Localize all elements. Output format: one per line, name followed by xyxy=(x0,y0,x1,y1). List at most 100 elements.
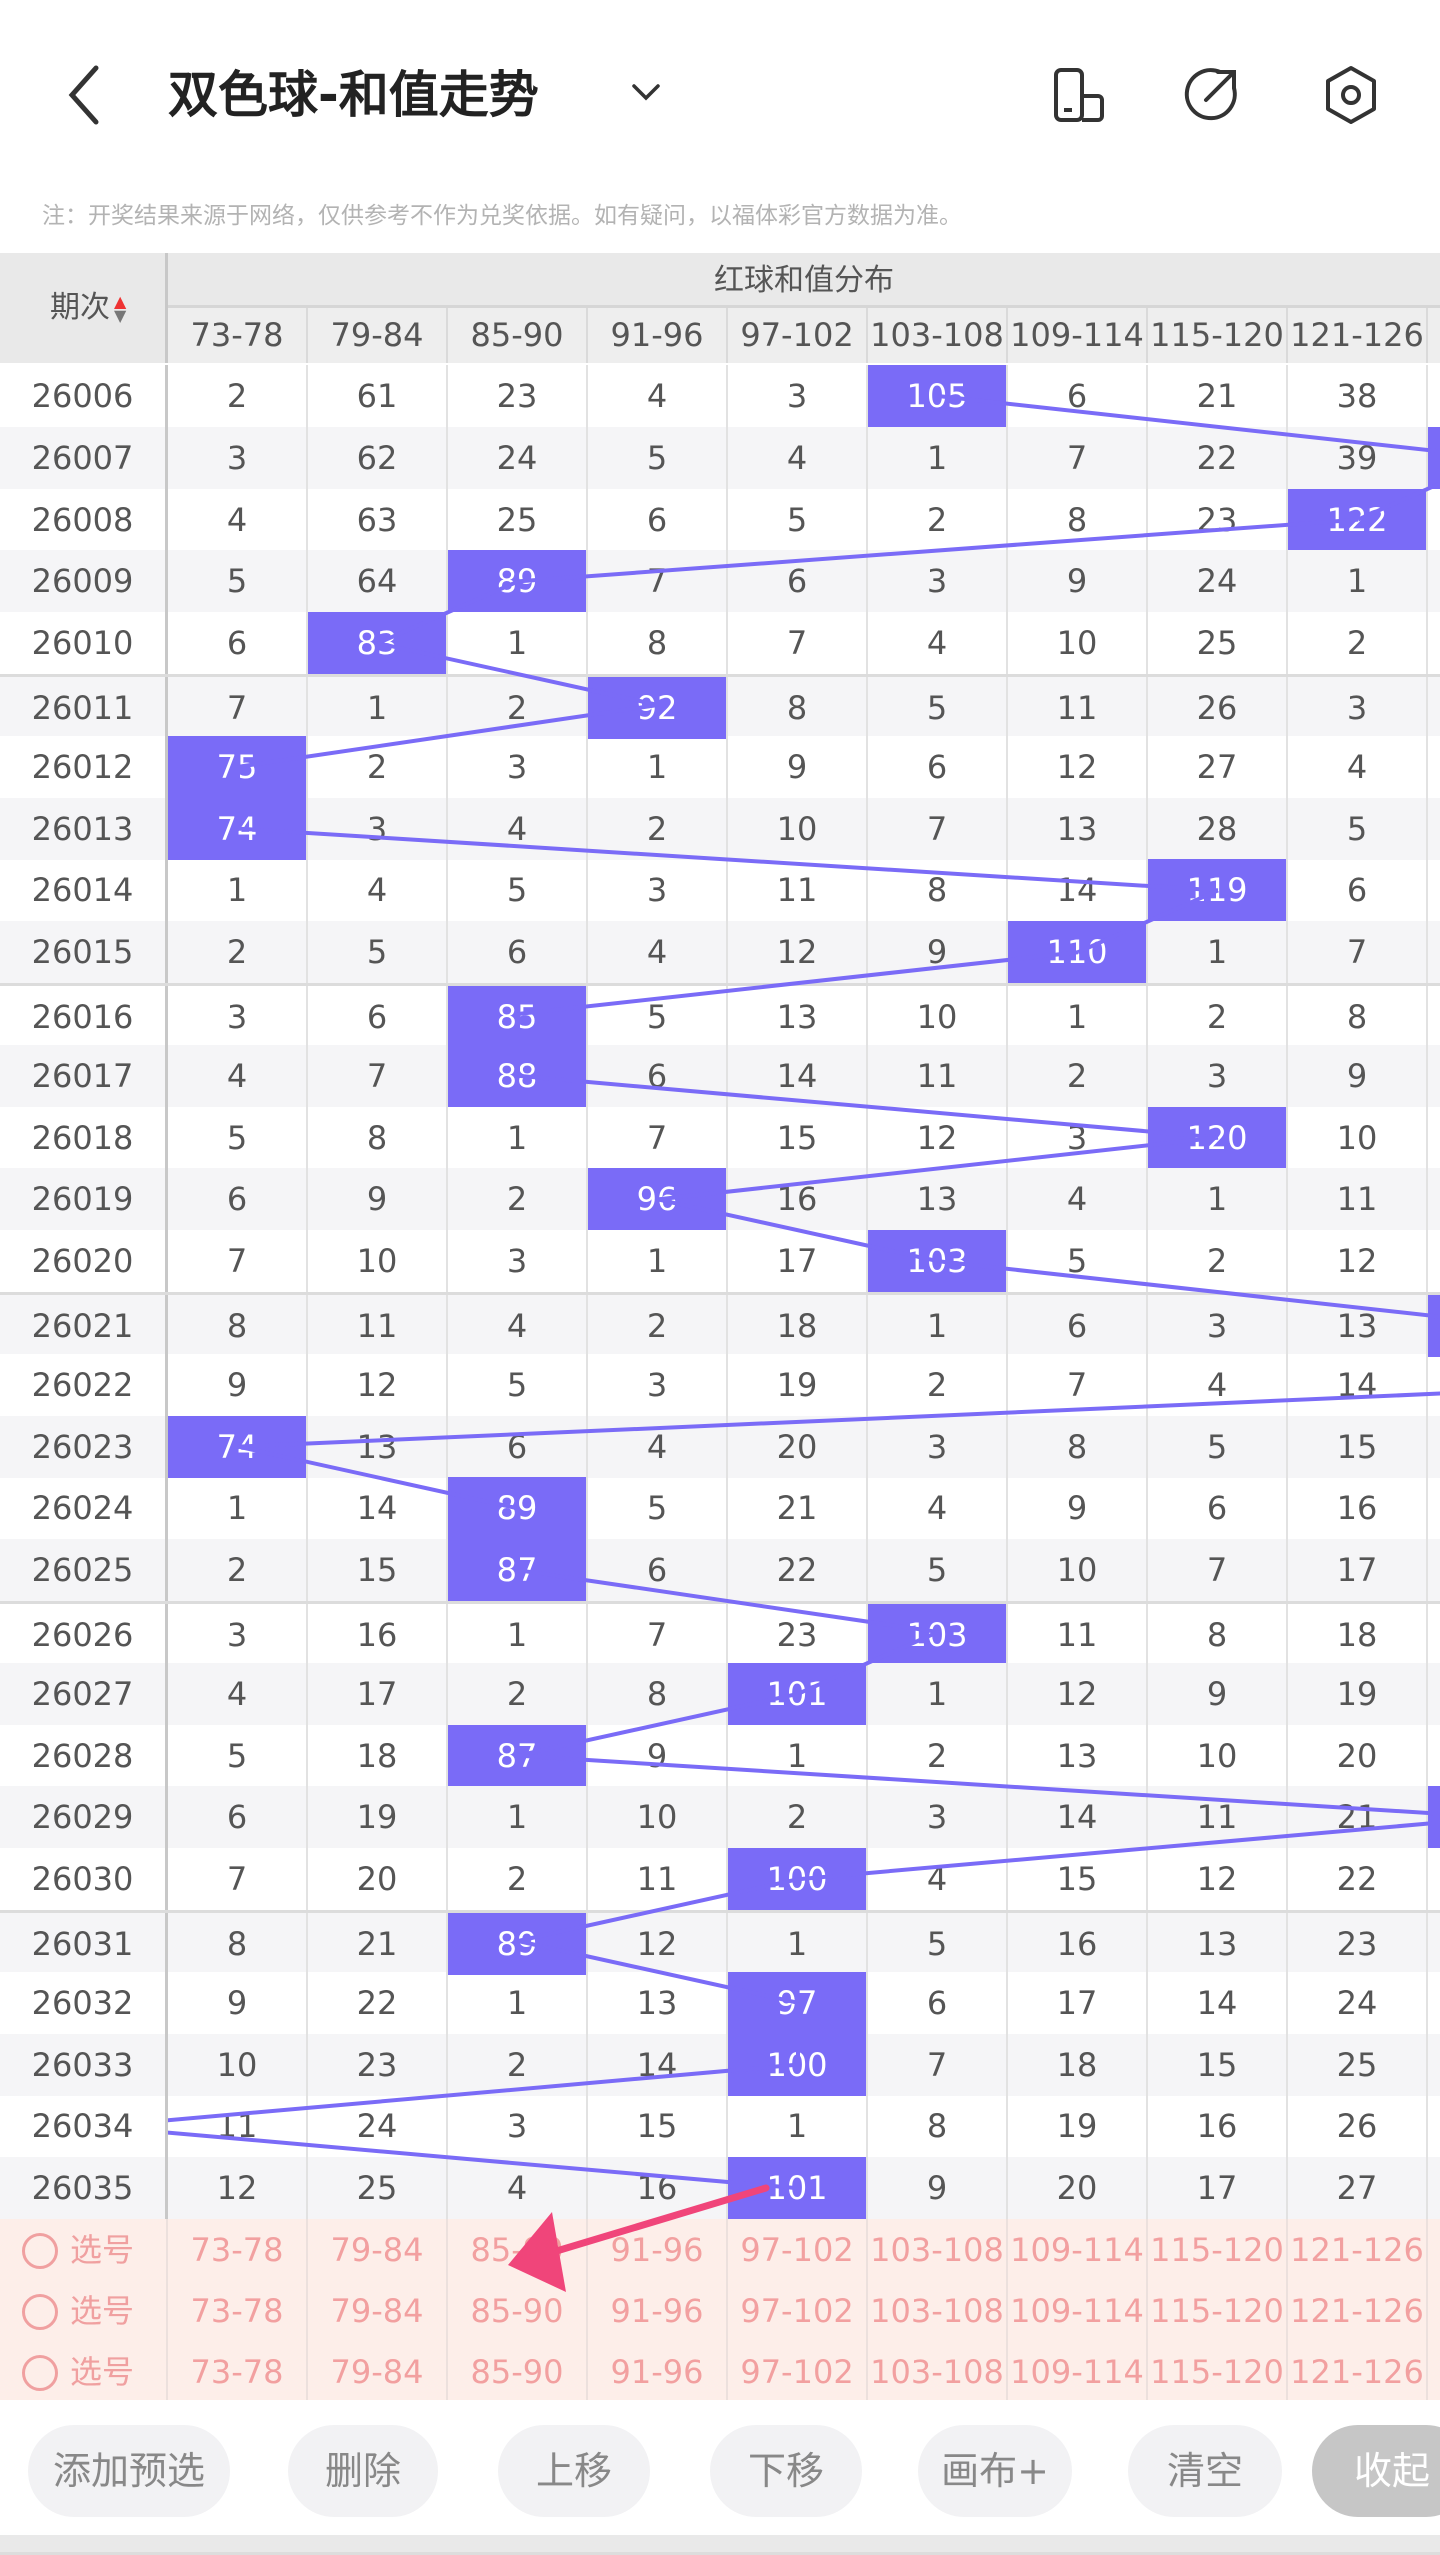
select-range-cell[interactable]: 97-102 xyxy=(728,2280,868,2342)
trend-table[interactable]: 期次 ▲ ▼ 红球和值分布 26006 2 61 23 4 3 105 6 21 38 26007 3 62… xyxy=(0,253,1440,2400)
value-cell: 2 xyxy=(448,677,588,739)
value-cell: 7 xyxy=(868,2033,1008,2096)
select-range-cell[interactable]: 85-90 xyxy=(448,2341,588,2400)
canvas-plus-button[interactable]: 画布+ xyxy=(918,2425,1072,2517)
move-down-button[interactable]: 下移 xyxy=(710,2425,862,2517)
value-cell: 8 xyxy=(1288,986,1428,1048)
select-range-cell[interactable]: 1 xyxy=(1428,2280,1440,2342)
value-cell: 4 xyxy=(168,1044,308,1107)
move-up-button[interactable]: 上移 xyxy=(498,2425,650,2517)
period-header-sort[interactable]: 期次 ▲ ▼ xyxy=(0,253,168,363)
select-range-cell[interactable]: 73-78 xyxy=(168,2341,308,2400)
value-cell: 11 xyxy=(308,1295,448,1357)
value-cell: 3 xyxy=(868,1786,1008,1849)
value-cell xyxy=(1428,736,1440,798)
select-range-cell[interactable]: 79-84 xyxy=(308,2280,448,2342)
value-cell: 11 xyxy=(728,859,868,922)
value-cell: 14 xyxy=(1008,859,1148,922)
value-cell: 2 xyxy=(868,1353,1008,1416)
radio-icon[interactable] xyxy=(22,2355,58,2391)
settings-icon[interactable] xyxy=(1320,64,1382,126)
value-cell: 21 xyxy=(308,1913,448,1975)
value-cell xyxy=(1428,612,1440,674)
delete-button[interactable]: 删除 xyxy=(288,2425,438,2517)
value-cell: 12 xyxy=(1008,735,1148,798)
hit-cell: 122 xyxy=(1288,488,1428,551)
radio-icon[interactable] xyxy=(22,2233,58,2269)
select-range-cell[interactable]: 103-108 xyxy=(868,2219,1008,2281)
select-range-cell[interactable]: 115-120 xyxy=(1148,2341,1288,2400)
select-range-cell[interactable]: 79-84 xyxy=(308,2341,448,2400)
select-range-cell[interactable]: 91-96 xyxy=(588,2341,728,2400)
column-header: 109-114 xyxy=(1008,308,1148,363)
value-cell xyxy=(1428,677,1440,739)
select-range-cell[interactable]: 121-126 xyxy=(1288,2341,1428,2400)
select-range-cell[interactable]: 103-108 xyxy=(868,2280,1008,2342)
select-range-cell[interactable]: 1 xyxy=(1428,2219,1440,2281)
value-cell: 6 xyxy=(448,1415,588,1478)
select-range-cell[interactable]: 121-126 xyxy=(1288,2280,1428,2342)
select-toggle[interactable]: 选号 xyxy=(0,2280,168,2342)
select-range-cell[interactable]: 121-126 xyxy=(1288,2219,1428,2281)
value-cell: 6 xyxy=(1008,365,1148,427)
collapse-button[interactable]: 收起 xyxy=(1312,2425,1440,2517)
select-range-cell[interactable]: 97-102 xyxy=(728,2219,868,2281)
value-cell xyxy=(1428,1230,1440,1292)
select-range-cell[interactable]: 109-114 xyxy=(1008,2341,1148,2400)
value-cell: 23 xyxy=(1148,488,1288,551)
value-cell: 5 xyxy=(168,1106,308,1169)
value-cell: 6 xyxy=(868,1971,1008,2034)
period-cell: 26017 xyxy=(0,1044,168,1107)
select-range-cell[interactable]: 97-102 xyxy=(728,2341,868,2400)
value-cell: 9 xyxy=(868,2157,1008,2220)
value-cell: 1 xyxy=(448,1604,588,1666)
select-range-cell[interactable]: 73-78 xyxy=(168,2280,308,2342)
select-range-cell[interactable]: 91-96 xyxy=(588,2219,728,2281)
value-cell: 21 xyxy=(1288,1786,1428,1849)
group-header: 红球和值分布 xyxy=(168,253,1440,308)
select-range-cell[interactable]: 91-96 xyxy=(588,2280,728,2342)
table-row: 26017 4 7 88 6 14 11 2 3 9 xyxy=(0,1044,1440,1107)
select-range-cell[interactable]: 73-78 xyxy=(168,2219,308,2281)
select-range-cell[interactable]: 109-114 xyxy=(1008,2219,1148,2281)
chevron-left-icon[interactable] xyxy=(60,62,110,128)
select-toggle[interactable]: 选号 xyxy=(0,2341,168,2400)
select-range-cell[interactable]: 115-120 xyxy=(1148,2219,1288,2281)
value-cell: 2 xyxy=(168,365,308,427)
value-cell: 15 xyxy=(1008,1848,1148,1911)
table-row: 26009 5 64 89 7 6 3 9 24 1 xyxy=(0,550,1440,613)
add-preselect-button[interactable]: 添加预选 xyxy=(28,2425,230,2517)
value-cell: 1 xyxy=(868,1662,1008,1725)
radio-icon[interactable] xyxy=(22,2294,58,2330)
page-title[interactable]: 双色球-和值走势 xyxy=(168,66,539,124)
share-icon[interactable] xyxy=(1180,64,1242,126)
value-cell: 4 xyxy=(308,859,448,922)
clear-button[interactable]: 清空 xyxy=(1128,2425,1282,2517)
select-toggle[interactable]: 选号 xyxy=(0,2219,168,2281)
select-range-cell[interactable]: 79-84 xyxy=(308,2219,448,2281)
value-cell: 19 xyxy=(1288,1662,1428,1725)
select-range-cell[interactable]: 85-90 xyxy=(448,2219,588,2281)
value-cell: 1 xyxy=(448,1786,588,1849)
select-range-cell[interactable]: 115-120 xyxy=(1148,2280,1288,2342)
period-cell: 26022 xyxy=(0,1353,168,1416)
chevron-down-icon[interactable] xyxy=(626,72,666,112)
select-range-cell[interactable]: 103-108 xyxy=(868,2341,1008,2400)
value-cell: 1 xyxy=(588,1230,728,1293)
value-cell: 8 xyxy=(868,859,1008,922)
select-label: 选号 xyxy=(70,2353,135,2391)
hit-cell: 87 xyxy=(448,1724,588,1787)
select-range-cell[interactable]: 109-114 xyxy=(1008,2280,1148,2342)
value-cell: 5 xyxy=(1008,1230,1148,1293)
value-cell xyxy=(1428,1848,1440,1910)
value-cell: 7 xyxy=(168,677,308,739)
value-cell: 16 xyxy=(728,1168,868,1231)
period-cell: 26016 xyxy=(0,986,168,1048)
select-range-cell[interactable]: 1 xyxy=(1428,2341,1440,2400)
value-cell: 4 xyxy=(588,1415,728,1478)
phone-landscape-icon[interactable] xyxy=(1048,64,1110,126)
column-header: 1 xyxy=(1428,308,1440,363)
value-cell: 3 xyxy=(868,550,1008,613)
value-cell xyxy=(1428,1913,1440,1975)
select-range-cell[interactable]: 85-90 xyxy=(448,2280,588,2342)
